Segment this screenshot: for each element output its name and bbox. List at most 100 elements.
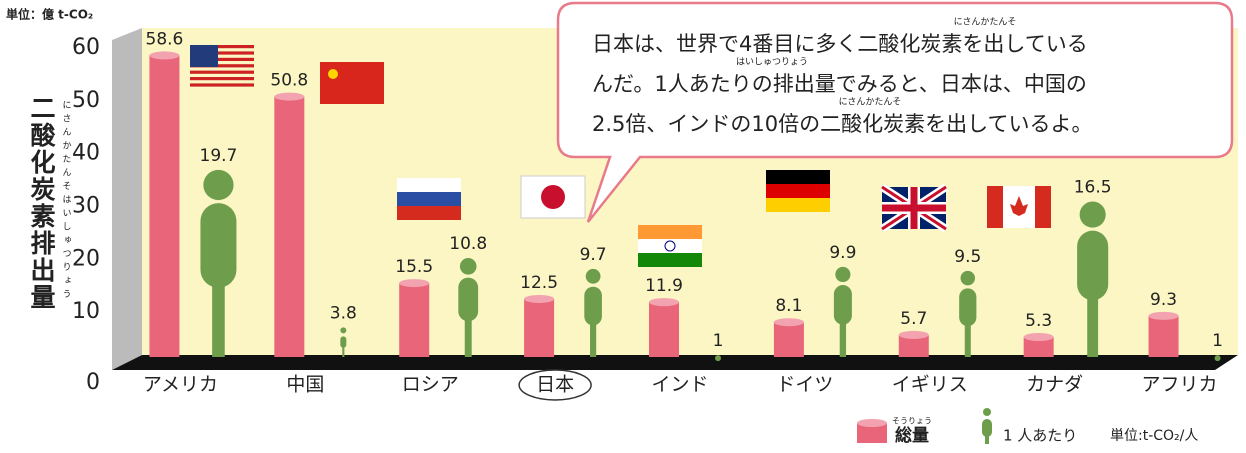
value-label: 15.5 [395, 257, 433, 277]
total-bar [274, 93, 304, 357]
value-label: 3.8 [330, 303, 357, 323]
value-label: 19.7 [200, 146, 238, 166]
total-bar [649, 298, 679, 357]
total-bar [774, 318, 804, 357]
figure-leg [1087, 285, 1098, 357]
flag-band [1035, 186, 1051, 228]
x-tick-label: アメリカ [143, 374, 218, 396]
legend-label: 総量 [895, 425, 929, 446]
figure-leg [342, 345, 344, 357]
annotation-ruby: にさんかたんそ [954, 17, 1017, 28]
figure-leg [465, 311, 472, 357]
figure-leg [212, 270, 225, 357]
flag-stripe [397, 192, 461, 206]
value-label: 9.9 [829, 243, 856, 263]
value-label: 11.9 [645, 276, 683, 296]
legend: 総量そうりょう1 人あたり単位:t-CO₂/人 [857, 408, 1198, 446]
x-tick-label: 日本 [536, 374, 574, 396]
value-label: 10.8 [449, 234, 487, 254]
y-tick-label: 50 [72, 88, 100, 113]
value-label: 5.3 [1025, 311, 1052, 331]
legend-swatch-head [983, 408, 991, 416]
bar-top [399, 279, 429, 287]
y-unit: 単位：億 t-CO₂ [6, 7, 93, 22]
flag [638, 225, 702, 267]
bar-body [774, 322, 804, 357]
y-axis-label: 二酸化炭素排出量 [27, 95, 56, 311]
bar-top [649, 298, 679, 306]
y-tick-label: 10 [72, 299, 100, 324]
bar-body [649, 302, 679, 357]
flag [320, 62, 384, 104]
side-wall [112, 28, 142, 370]
legend-ruby: そうりょう [892, 417, 932, 426]
bar-top [1149, 312, 1179, 320]
bar-body [149, 55, 179, 357]
flag-field [320, 62, 384, 104]
flag-stripe [397, 178, 461, 192]
total-bar [1024, 333, 1054, 357]
total-bar [399, 279, 429, 357]
value-label: 12.5 [520, 273, 558, 293]
figure-head [203, 170, 233, 200]
x-tick-label: カナダ [1026, 374, 1083, 396]
value-label: 5.7 [900, 309, 927, 329]
total-bar [524, 295, 554, 357]
flag-stripe [766, 198, 830, 212]
bar-top [274, 93, 304, 101]
value-label: 9.5 [954, 247, 981, 267]
flag-disc [541, 185, 565, 209]
y-tick-label: 60 [72, 35, 100, 60]
legend-swatch-leg [985, 430, 989, 444]
total-bar [149, 51, 179, 357]
value-label: 50.8 [270, 71, 308, 91]
flag-stripe [638, 253, 702, 267]
bar-body [1149, 316, 1179, 357]
y-tick-label: 20 [72, 246, 100, 271]
figure-head [340, 327, 346, 333]
flag [987, 186, 1051, 228]
total-bar [1149, 312, 1179, 357]
bar-top [149, 51, 179, 59]
bar-top [899, 331, 929, 339]
flag-stripe [190, 83, 254, 86]
value-label: 9.3 [1150, 290, 1177, 310]
floor [112, 355, 1238, 370]
figure-head [961, 271, 975, 285]
value-label: 58.6 [146, 29, 184, 49]
figure-head [835, 267, 850, 282]
value-label: 1 [713, 331, 724, 351]
bar-top [1024, 333, 1054, 341]
per-person-figure [715, 355, 721, 361]
figure-leg [965, 317, 971, 357]
value-label: 16.5 [1074, 178, 1112, 198]
figure-head [586, 269, 601, 284]
figure-leg [590, 317, 596, 357]
flag-stripe [766, 184, 830, 198]
flag-stripe [397, 206, 461, 220]
flag-stripe [766, 170, 830, 184]
figure-head [1215, 355, 1221, 361]
flag [521, 176, 585, 218]
bar-top [524, 295, 554, 303]
y-tick-label: 0 [86, 370, 100, 395]
figure-head [715, 355, 721, 361]
bar-top [774, 318, 804, 326]
x-tick-label: ロシア [402, 374, 459, 396]
annotation-line: 日本は、世界で4番目に多く二酸化炭素を出している [592, 32, 1088, 56]
flag [397, 178, 461, 220]
flag [766, 170, 830, 212]
legend-label: 1 人あたり [1003, 427, 1077, 445]
x-tick-label: ドイツ [776, 374, 833, 396]
flag-star [328, 69, 338, 79]
flag-canton [190, 45, 218, 67]
y-tick-label: 40 [72, 141, 100, 166]
x-tick-label: 中国 [286, 374, 324, 396]
x-tick-label: インド [651, 374, 708, 396]
bar-body [524, 299, 554, 357]
annotation-ruby: にさんかたんそ [839, 97, 902, 108]
chart: 単位：億 t-CO₂ 二酸化炭素排出量 にさんかたんそはいしゅつりょう 総量そう… [0, 0, 1246, 453]
value-label: 1 [1212, 331, 1223, 351]
flag-stripe [190, 77, 254, 80]
annotation-line: んだ。1人あたりの排出量でみると、日本は、中国の [592, 72, 1087, 96]
